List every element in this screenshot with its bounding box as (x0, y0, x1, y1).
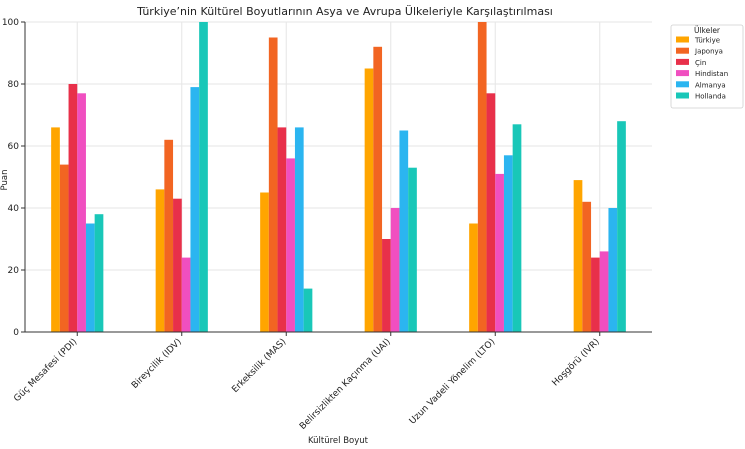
legend-item: Çin (676, 58, 706, 67)
bar (477, 22, 487, 332)
legend-label: Hollanda (695, 93, 726, 101)
legend-label: Japonya (694, 48, 723, 56)
x-tick-label: Belirsizlikten Kaçınma (UAI) (298, 337, 393, 432)
x-axis-title: Kültürel Boyut (308, 436, 369, 446)
series-Çin (68, 84, 600, 333)
bar (469, 223, 478, 332)
y-tick-label: 100 (2, 18, 19, 28)
bar (199, 22, 208, 332)
bar (582, 201, 592, 332)
bar (155, 189, 165, 332)
x-tick-label: Hoşgörü (IVR) (551, 337, 602, 388)
bar (373, 46, 383, 333)
y-tick-label: 20 (8, 266, 20, 276)
legend-item: Türkiye (676, 36, 720, 45)
bar (77, 93, 86, 332)
legend: Türkiye Japonya Çin Hindistan Almanya Holland… (670, 24, 744, 109)
y-tick-label: 80 (8, 80, 20, 90)
legend-item: Hollanda (676, 92, 726, 101)
bar (486, 93, 496, 332)
legend-swatch (676, 36, 689, 43)
bar (495, 173, 504, 332)
x-tick-label: Bireycilik (IDV) (130, 337, 184, 391)
bar (181, 257, 191, 332)
legend-swatch (676, 70, 689, 77)
bar (85, 223, 95, 332)
bar (512, 124, 522, 332)
legend-label: Türkiye (694, 37, 720, 45)
legend-label: Çin (695, 59, 706, 67)
legend-item: Hindistan (676, 70, 728, 78)
bar (364, 68, 374, 332)
x-tick-label: Uzun Vadeli Yönelim (LTO) (408, 337, 498, 427)
bar (173, 198, 182, 332)
bar (382, 239, 391, 332)
bar (51, 127, 60, 333)
legend-swatch (676, 58, 689, 65)
legend-item: Almanya (676, 81, 726, 89)
bar (591, 257, 600, 332)
legend-label: Almanya (695, 81, 726, 89)
legend-swatch (676, 81, 689, 88)
series-Hollanda (94, 22, 626, 332)
legend-swatch (676, 92, 689, 99)
y-tick-label: 0 (13, 328, 19, 338)
bar (617, 121, 626, 332)
bar (59, 164, 69, 332)
legend-swatch (676, 47, 689, 54)
bar (408, 167, 417, 332)
x-tick-label: Güç Mesafesi (PDI) (12, 337, 79, 404)
bar (260, 192, 269, 332)
bar (68, 84, 78, 332)
bar (94, 214, 104, 332)
bar (294, 127, 304, 333)
series-Türkiye (51, 68, 583, 333)
series-Japonya (59, 22, 592, 333)
bar (608, 208, 618, 332)
series-Hindistan (77, 93, 609, 332)
bar (190, 87, 200, 332)
bar (303, 288, 313, 332)
bar (399, 130, 409, 332)
bar (503, 155, 513, 332)
series-Almanya (85, 87, 618, 333)
bar (573, 180, 583, 332)
legend-item: Japonya (676, 47, 723, 56)
bar (390, 208, 400, 332)
chart-title: Türkiye’nin Kültürel Boyutlarının Asya v… (136, 5, 553, 18)
bar (277, 127, 287, 333)
legend-label: Hindistan (695, 70, 728, 78)
y-tick-label: 60 (8, 142, 20, 152)
bar (164, 139, 174, 332)
bar (286, 158, 295, 332)
x-tick-label: Erkeksilik (MAS) (230, 337, 288, 395)
grid-lines (25, 21, 652, 333)
bar (599, 251, 609, 332)
legend-title: Ülkeler (694, 26, 721, 35)
y-axis-title: Puan (0, 170, 10, 191)
y-tick-label: 40 (8, 204, 20, 214)
bar (268, 37, 278, 332)
